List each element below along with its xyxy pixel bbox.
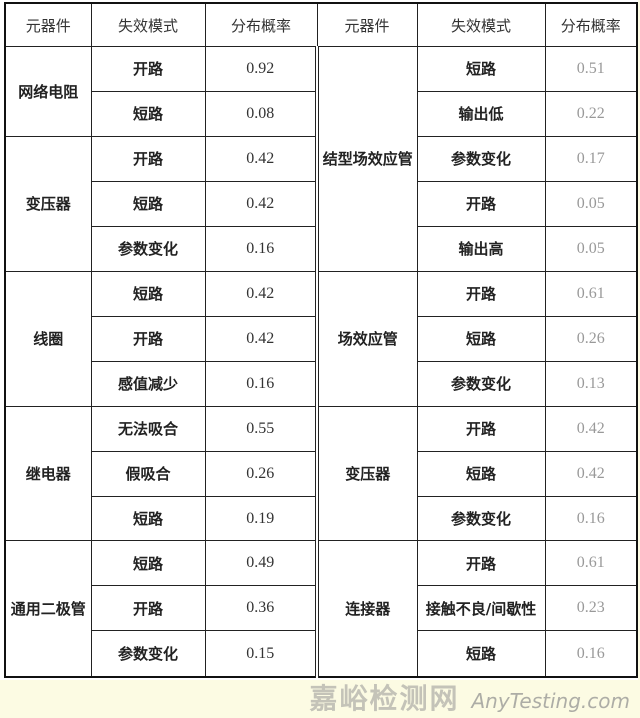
table-sheet: 元器件 失效模式 分布概率 元器件 失效模式 分布概率 网络电阻 开路 0.92 结型… (0, 0, 638, 680)
probability-cell: 0.23 (544, 585, 638, 632)
probability-cell: 0.42 (204, 315, 318, 362)
failure-mode-cell: 参数变化 (90, 630, 206, 678)
component-cell: 通用二极管 (4, 540, 92, 678)
probability-cell: 0.13 (544, 360, 638, 407)
component-cell: 线圈 (4, 270, 92, 407)
table-row: 开路 0.42 短路 0.26 (5, 315, 638, 362)
probability-cell: 0.16 (544, 495, 638, 542)
probability-cell: 0.42 (544, 450, 638, 497)
failure-mode-cell: 短路 (90, 180, 206, 227)
failure-mode-cell: 感值减少 (90, 360, 206, 407)
probability-cell: 0.05 (544, 225, 638, 272)
failure-mode-cell: 开路 (90, 46, 206, 92)
header-component: 元器件 (316, 2, 418, 47)
watermark-en: AnyTesting.com (471, 689, 630, 713)
header-probability: 分布概率 (204, 2, 318, 47)
header-row: 元器件 失效模式 分布概率 元器件 失效模式 分布概率 (4, 2, 638, 47)
failure-mode-table: 元器件 失效模式 分布概率 元器件 失效模式 分布概率 网络电阻 开路 0.92 结型… (4, 2, 638, 678)
probability-cell: 0.16 (204, 360, 318, 407)
probability-cell: 0.42 (204, 135, 318, 182)
probability-cell: 0.92 (204, 46, 318, 92)
failure-mode-cell: 开路 (90, 135, 206, 182)
component-cell: 变压器 (4, 135, 92, 272)
header-mode: 失效模式 (416, 2, 546, 47)
failure-mode-cell: 参数变化 (416, 135, 546, 182)
failure-mode-cell: 无法吸合 (90, 405, 206, 452)
component-cell: 结型场效应管 (315, 46, 418, 272)
header-probability: 分布概率 (544, 2, 638, 47)
probability-cell: 0.49 (204, 540, 318, 587)
failure-mode-cell: 开路 (416, 270, 546, 317)
table-row: 通用二极管 短路 0.49 连接器 开路 0.61 (4, 540, 638, 678)
probability-cell: 0.17 (544, 135, 638, 182)
header-component: 元器件 (4, 2, 92, 47)
component-cell: 连接器 (315, 540, 418, 678)
failure-mode-cell: 短路 (90, 270, 206, 317)
table-row: 短路 0.08 输出低 0.22 (5, 90, 638, 137)
probability-cell: 0.26 (544, 315, 638, 362)
table-row: 感值减少 0.16 参数变化 0.13 (5, 360, 638, 407)
failure-mode-cell: 短路 (416, 630, 546, 678)
failure-mode-cell: 参数变化 (90, 225, 206, 272)
probability-cell: 0.16 (544, 630, 638, 678)
component-cell: 场效应管 (315, 270, 418, 407)
failure-mode-cell: 输出低 (416, 90, 546, 137)
probability-cell: 0.16 (204, 225, 318, 272)
failure-mode-cell: 参数变化 (416, 360, 546, 407)
failure-mode-cell: 输出高 (416, 225, 546, 272)
probability-cell: 0.19 (204, 495, 318, 542)
table-row: 参数变化 0.15 短路 0.16 (5, 630, 638, 678)
failure-mode-cell: 短路 (416, 450, 546, 497)
failure-mode-cell: 短路 (90, 495, 206, 542)
failure-mode-cell: 假吸合 (90, 450, 206, 497)
table-row: 短路 0.42 开路 0.05 (5, 180, 638, 227)
component-cell: 变压器 (315, 405, 418, 542)
failure-mode-cell: 开路 (90, 315, 206, 362)
probability-cell: 0.42 (544, 405, 638, 452)
probability-cell: 0.61 (544, 540, 638, 587)
table-row: 参数变化 0.16 输出高 0.05 (5, 225, 638, 272)
component-cell: 网络电阻 (4, 46, 92, 137)
probability-cell: 0.08 (204, 90, 318, 137)
failure-mode-cell: 开路 (416, 180, 546, 227)
table-row: 继电器 无法吸合 0.55 变压器 开路 0.42 (4, 405, 638, 542)
probability-cell: 0.55 (204, 405, 318, 452)
failure-mode-cell: 短路 (90, 90, 206, 137)
table-row: 网络电阻 开路 0.92 结型场效应管 短路 0.51 (4, 46, 638, 272)
probability-cell: 0.42 (204, 270, 318, 317)
probability-cell: 0.42 (204, 180, 318, 227)
failure-mode-cell: 开路 (416, 405, 546, 452)
failure-mode-cell: 短路 (416, 315, 546, 362)
table-row: 短路 0.19 参数变化 0.16 (5, 495, 638, 542)
table-row: 线圈 短路 0.42 场效应管 开路 0.61 (4, 270, 638, 407)
component-cell: 继电器 (4, 405, 92, 542)
probability-cell: 0.05 (544, 180, 638, 227)
failure-mode-cell: 短路 (416, 46, 546, 92)
failure-mode-cell: 接触不良/间歇性 (416, 585, 546, 632)
watermark-cn: 嘉峪检测网 (309, 682, 460, 715)
failure-mode-cell: 短路 (90, 540, 206, 587)
table-row: 假吸合 0.26 短路 0.42 (5, 450, 638, 497)
watermark: 嘉峪检测网 AnyTesting.com (309, 682, 630, 716)
failure-mode-cell: 参数变化 (416, 495, 546, 542)
probability-cell: 0.26 (204, 450, 318, 497)
header-mode: 失效模式 (90, 2, 206, 47)
probability-cell: 0.22 (544, 90, 638, 137)
probability-cell: 0.51 (544, 46, 638, 92)
probability-cell: 0.15 (204, 630, 318, 678)
failure-mode-cell: 开路 (90, 585, 206, 632)
probability-cell: 0.36 (204, 585, 318, 632)
failure-mode-cell: 开路 (416, 540, 546, 587)
probability-cell: 0.61 (544, 270, 638, 317)
